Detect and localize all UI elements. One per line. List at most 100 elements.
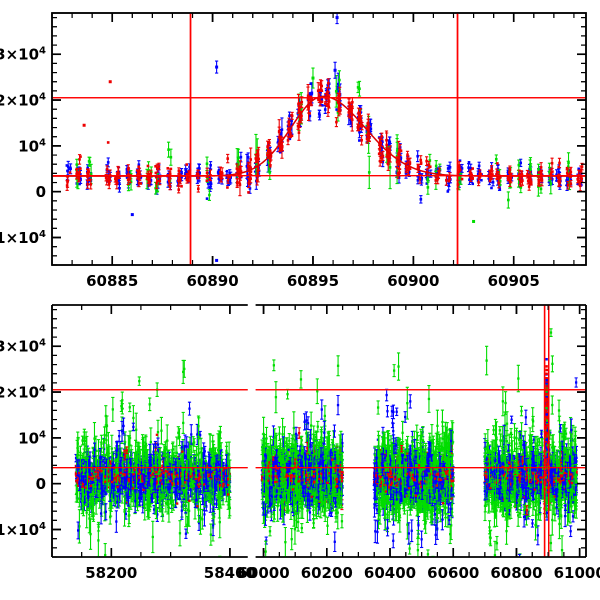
data-point [333,68,337,72]
data-point [132,416,135,420]
data-point [187,508,190,512]
data-point [167,148,170,151]
data-point [75,172,78,176]
data-point [266,152,269,155]
data-point [139,175,143,179]
data-point [359,127,363,131]
data-point [350,109,353,112]
data-point [208,178,212,181]
panel-top-model [52,95,586,177]
data-point [256,172,259,176]
data-point [205,179,209,183]
data-point [335,88,339,92]
data-point [338,78,341,82]
data-point [580,177,583,181]
data-point [277,138,280,141]
data-point [498,175,502,179]
data-point [360,138,363,142]
data-point [428,159,432,162]
data-point [488,172,492,176]
data-point [408,161,412,164]
data-point [388,166,392,169]
data-point [308,93,312,97]
data-point [308,114,312,118]
data-point [126,178,130,182]
data-point [457,164,461,167]
data-point [239,155,243,159]
data-point [356,126,360,129]
data-point [358,139,361,142]
data-point [154,164,157,168]
data-point [300,114,303,118]
data-point [268,164,272,168]
data-point [336,82,340,86]
data-point [388,140,391,144]
data-point [268,171,272,174]
data-point [566,173,570,177]
data-point [248,187,252,190]
data-point [226,157,230,160]
data-point [308,112,311,115]
data-point [469,176,473,179]
data-point [490,186,493,190]
data-point [276,140,280,144]
data-point [398,148,402,152]
data-point [517,163,521,167]
data-point [580,165,584,168]
data-point [108,80,112,84]
data-point [426,186,430,189]
data-point [508,180,512,183]
data-point [318,89,321,92]
data-point [471,182,475,186]
data-point [217,177,221,181]
data-point [288,131,292,135]
data-point [137,163,141,167]
data-point [477,164,481,168]
data-point [388,155,391,158]
data-point [78,171,81,174]
data-point [520,173,524,177]
data-point [347,111,351,114]
data-point [397,151,401,155]
data-point [436,177,440,181]
data-point [177,179,180,183]
data-point [468,178,471,181]
data-point [526,172,529,176]
data-point [519,161,523,165]
data-point [324,102,327,105]
data-point [235,167,239,170]
data-point [185,163,188,166]
data-point [296,124,300,128]
data-point [86,182,89,186]
data-point [116,173,119,176]
data-point [558,161,561,165]
data-point [457,170,461,174]
data-point [317,98,320,102]
data-point [496,162,499,165]
data-point [186,523,189,526]
data-point [446,167,450,170]
data-point [118,181,121,185]
data-point [266,155,270,158]
data-point [549,182,553,186]
data-point [68,171,72,174]
data-point [246,177,249,181]
data-point [386,151,390,155]
data-point [359,119,363,123]
data-point [288,114,291,118]
data-point [148,176,152,179]
data-point [406,153,409,156]
data-point [528,177,532,180]
data-point [205,162,209,166]
data-point [420,177,424,180]
data-point [325,104,329,108]
data-point [407,168,410,172]
data-point [320,89,324,92]
data-point [477,181,480,184]
data-point [407,170,411,174]
data-point [286,139,290,142]
data-point [478,176,481,180]
data-point [152,508,156,511]
data-point [471,177,474,181]
